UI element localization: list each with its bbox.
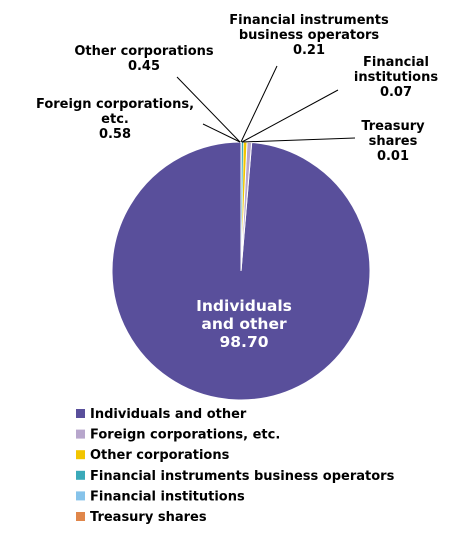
leader-line-treasury-shares <box>241 137 356 143</box>
data-label-value: 0.07 <box>380 85 412 100</box>
data-label-value: 98.70 <box>219 333 268 351</box>
data-label-individuals-and-other: Individuals and other 98.70 <box>196 297 292 351</box>
data-label-value: 0.45 <box>128 59 160 74</box>
legend-swatch <box>76 450 85 460</box>
data-label-other-corporations: Other corporations 0.45 <box>74 44 214 74</box>
data-label-name: and other <box>201 315 287 333</box>
data-label-value: 0.21 <box>293 43 325 58</box>
data-label-financial-instruments-business-operators: Financial instruments business operators 0… <box>229 13 389 58</box>
leader-lines <box>176 65 356 143</box>
data-label-name: Financial <box>363 55 429 70</box>
data-label-name: etc. <box>101 112 129 127</box>
legend-item-financial-instruments-business-operators: Financial instruments business operators <box>76 469 395 484</box>
leader-line-other-corporations <box>176 76 241 143</box>
data-label-foreign-corporations-etc: Foreign corporations, etc. 0.58 <box>36 97 194 142</box>
data-labels: Individuals and other 98.70 Foreign corpora… <box>36 13 438 351</box>
leader-line-financial-instruments-business-operators <box>240 65 278 143</box>
data-label-treasury-shares: Treasury shares 0.01 <box>361 119 425 164</box>
legend-item-other-corporations: Other corporations <box>76 448 230 463</box>
data-label-name: shares <box>369 134 418 149</box>
legend-swatch <box>76 429 85 439</box>
legend-label: Foreign corporations, etc. <box>90 428 280 443</box>
data-label-name: Treasury <box>361 119 425 134</box>
legend-swatch <box>76 470 85 480</box>
legend-item-financial-institutions: Financial institutions <box>76 489 245 504</box>
data-label-name: business operators <box>239 28 380 43</box>
legend-item-individuals-and-other: Individuals and other <box>76 407 247 422</box>
pie-slices <box>111 141 371 401</box>
data-label-value: 0.01 <box>377 149 409 164</box>
legend-item-foreign-corporations-etc: Foreign corporations, etc. <box>76 428 280 443</box>
legend-swatch <box>76 491 85 501</box>
data-label-name: institutions <box>354 70 438 85</box>
legend-label: Individuals and other <box>90 407 247 422</box>
legend-swatch <box>76 512 85 521</box>
legend-label: Other corporations <box>90 448 230 463</box>
leader-line-financial-institutions <box>241 89 339 143</box>
data-label-name: Financial instruments <box>229 13 389 28</box>
legend-item-treasury-shares: Treasury shares <box>76 510 207 525</box>
legend-label: Financial institutions <box>90 489 245 504</box>
legend-swatch <box>76 409 85 418</box>
legend-label: Financial instruments business operators <box>90 469 395 484</box>
data-label-name: Foreign corporations, <box>36 97 194 112</box>
data-label-financial-institutions: Financial institutions 0.07 <box>354 55 438 100</box>
leader-line-foreign-corporations-etc <box>202 123 241 143</box>
data-label-name: Other corporations <box>74 44 214 59</box>
data-label-value: 0.58 <box>99 127 131 142</box>
legend: Individuals and other Foreign corporation… <box>76 407 395 525</box>
data-label-name: Individuals <box>196 297 292 315</box>
legend-label: Treasury shares <box>90 510 207 525</box>
